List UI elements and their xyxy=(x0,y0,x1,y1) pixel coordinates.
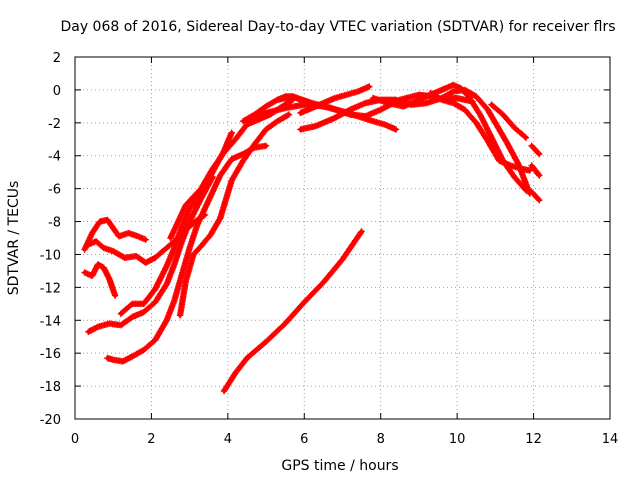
x-tick-label: 10 xyxy=(449,432,466,447)
y-tick-label: -12 xyxy=(40,281,61,296)
y-tick-label: -20 xyxy=(40,413,61,428)
series-arc-1 xyxy=(81,216,149,253)
x-tick-label: 8 xyxy=(377,432,385,447)
plot-frame xyxy=(74,56,611,420)
x-tick-label: 2 xyxy=(147,432,155,447)
series-arc-6 xyxy=(104,142,270,365)
y-tick-label: -4 xyxy=(48,150,61,165)
series-arc-16 xyxy=(438,86,533,197)
y-tick-label: -16 xyxy=(40,347,61,362)
y-tick-label: -14 xyxy=(40,314,61,329)
data-point-markers xyxy=(438,86,533,197)
y-tick-label: 0 xyxy=(53,84,61,99)
y-tick-label: -6 xyxy=(48,183,61,198)
data-point-markers xyxy=(528,188,543,204)
series-arc-17 xyxy=(488,101,530,141)
data-point-markers xyxy=(104,142,270,365)
data-point-markers xyxy=(488,101,530,141)
y-tick-label: -8 xyxy=(48,216,61,231)
x-tick-label: 6 xyxy=(300,432,308,447)
series-arc-19 xyxy=(528,162,543,179)
y-axis-title: SDTVAR / TECUs xyxy=(6,181,22,296)
y-tick-label: -18 xyxy=(40,380,61,395)
data-point-markers xyxy=(176,111,293,319)
chart-title: Day 068 of 2016, Sidereal Day-to-day VTE… xyxy=(60,19,615,35)
series-arc-7 xyxy=(176,111,293,319)
x-tick-label: 0 xyxy=(71,432,79,447)
x-tick-label: 4 xyxy=(224,432,232,447)
axis-ticks: 0 2 4 6 8 10 12 14-20-18-16-14-12-10-8-6-4-202 xyxy=(40,51,619,447)
y-tick-label: 2 xyxy=(53,51,61,66)
series-arc-20 xyxy=(528,188,543,204)
data-series xyxy=(81,81,543,395)
data-point-markers xyxy=(297,83,373,117)
series-arc-18 xyxy=(528,142,543,158)
data-point-markers xyxy=(528,142,543,158)
series-line xyxy=(178,112,291,318)
series-arc-4 xyxy=(85,173,216,335)
data-point-markers xyxy=(81,261,119,299)
data-point-markers xyxy=(220,228,365,395)
data-point-markers xyxy=(528,162,543,179)
y-tick-label: -2 xyxy=(48,117,61,132)
x-axis-title: GPS time / hours xyxy=(281,458,398,474)
x-tick-label: 14 xyxy=(602,432,619,447)
x-tick-label: 12 xyxy=(525,432,542,447)
y-tick-label: -10 xyxy=(40,248,61,263)
series-arc-2 xyxy=(81,261,119,299)
series-arc-21 xyxy=(220,228,365,395)
series-arc-12 xyxy=(297,83,373,117)
grid-lines xyxy=(75,57,610,419)
data-point-markers xyxy=(85,173,216,335)
data-point-markers xyxy=(81,216,149,253)
